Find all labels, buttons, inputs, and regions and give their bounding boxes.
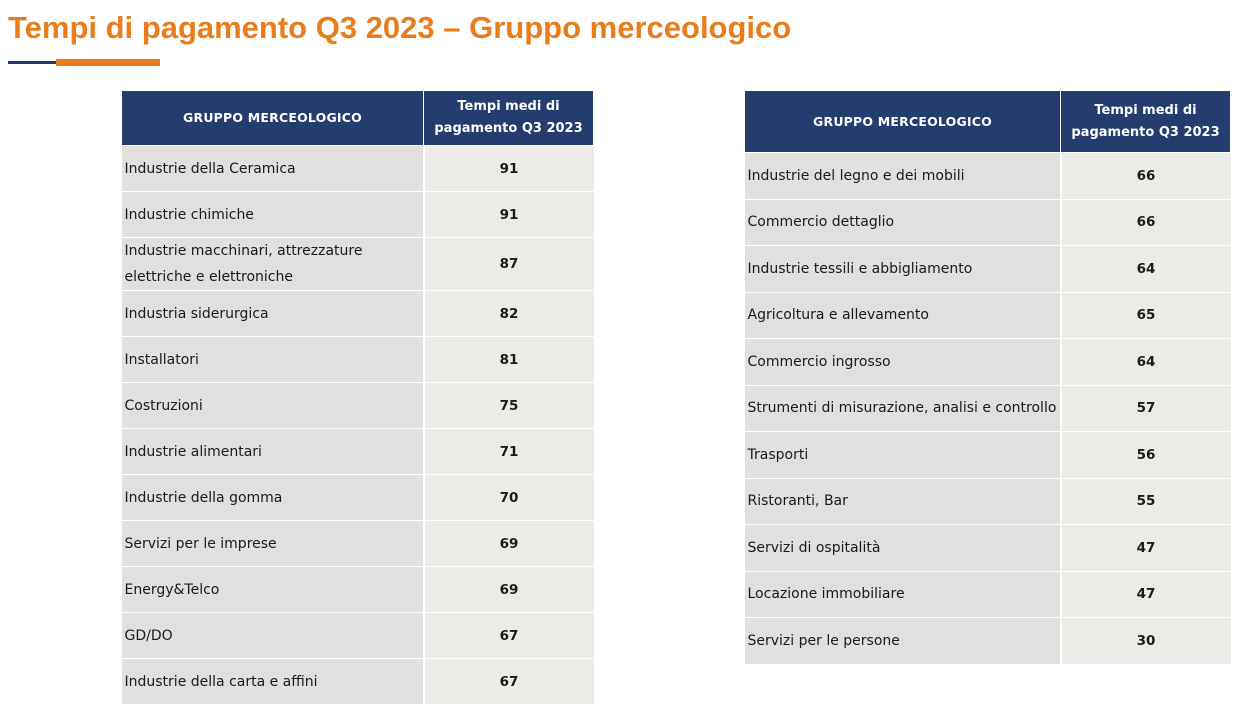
left-table-body: Industrie della Ceramica 91 Industrie chim…	[121, 145, 594, 705]
payment-days-value: 47	[1060, 570, 1231, 618]
payment-days-value: 82	[423, 290, 594, 337]
payment-days-value: 69	[423, 566, 594, 613]
sector-name: GD/DO	[121, 612, 425, 659]
table-row: Servizi di ospitalità 47	[744, 524, 1231, 572]
table-row: Strumenti di misurazione, analisi e cont…	[744, 384, 1231, 432]
sector-name: Servizi per le imprese	[121, 520, 425, 567]
table-row: Commercio dettaglio 66	[744, 198, 1231, 246]
title-underline-accent	[56, 59, 160, 66]
right-table-body: Industrie del legno e dei mobili 66 Commer…	[744, 152, 1231, 665]
sector-name: Strumenti di misurazione, analisi e cont…	[744, 384, 1062, 432]
payment-days-value: 69	[423, 520, 594, 567]
sector-name: Industrie della Ceramica	[121, 145, 425, 192]
payment-days-value: 70	[423, 474, 594, 521]
left-header-value: Tempi medi di pagamento Q3 2023	[423, 90, 594, 146]
table-row: Servizi per le persone 30	[744, 617, 1231, 665]
payment-days-value: 91	[423, 145, 594, 192]
payment-days-value: 67	[423, 658, 594, 705]
title-underline-dark	[8, 61, 56, 64]
payment-days-value: 55	[1060, 477, 1231, 525]
table-row: Industrie della gomma 70	[121, 474, 594, 521]
payment-days-value: 64	[1060, 338, 1231, 386]
right-table: GRUPPO MERCEOLOGICO Tempi medi di pagame…	[744, 90, 1231, 665]
table-row: Costruzioni 75	[121, 382, 594, 429]
payment-days-value: 66	[1060, 198, 1231, 246]
page-title: Tempi di pagamento Q3 2023 – Gruppo merc…	[8, 10, 792, 45]
payment-days-value: 57	[1060, 384, 1231, 432]
right-header-value: Tempi medi di pagamento Q3 2023	[1060, 90, 1231, 153]
right-table-header-row: GRUPPO MERCEOLOGICO Tempi medi di pagame…	[744, 90, 1231, 153]
payment-days-value: 75	[423, 382, 594, 429]
sector-name: Industrie tessili e abbigliamento	[744, 245, 1062, 293]
sector-name: Industrie della gomma	[121, 474, 425, 521]
table-row: Industrie alimentari 71	[121, 428, 594, 475]
table-row: Servizi per le imprese 69	[121, 520, 594, 567]
right-header-group: GRUPPO MERCEOLOGICO	[744, 90, 1061, 153]
table-row: Ristoranti, Bar 55	[744, 477, 1231, 525]
sector-name: Costruzioni	[121, 382, 425, 429]
sector-name: Trasporti	[744, 431, 1062, 479]
payment-days-value: 71	[423, 428, 594, 475]
sector-name: Commercio dettaglio	[744, 198, 1062, 246]
sector-name: Industrie macchinari, attrezzature elett…	[121, 237, 425, 291]
table-row: Industrie del legno e dei mobili 66	[744, 152, 1231, 200]
table-row: Energy&Telco 69	[121, 566, 594, 613]
sector-name: Industria siderurgica	[121, 290, 425, 337]
sector-name: Commercio ingrosso	[744, 338, 1062, 386]
payment-days-value: 47	[1060, 524, 1231, 572]
sector-name: Industrie chimiche	[121, 191, 425, 238]
table-row: Commercio ingrosso 64	[744, 338, 1231, 386]
payment-days-value: 64	[1060, 245, 1231, 293]
table-row: Industrie della Ceramica 91	[121, 145, 594, 192]
sector-name: Locazione immobiliare	[744, 570, 1062, 618]
table-row: GD/DO 67	[121, 612, 594, 659]
table-row: Locazione immobiliare 47	[744, 570, 1231, 618]
payment-days-value: 87	[423, 237, 594, 291]
left-table-header-row: GRUPPO MERCEOLOGICO Tempi medi di pagame…	[121, 90, 594, 146]
payment-days-value: 65	[1060, 291, 1231, 339]
table-row: Industrie chimiche 91	[121, 191, 594, 238]
table-row: Trasporti 56	[744, 431, 1231, 479]
sector-name: Installatori	[121, 336, 425, 383]
payment-days-value: 66	[1060, 152, 1231, 200]
table-row: Installatori 81	[121, 336, 594, 383]
table-row: Industrie macchinari, attrezzature elett…	[121, 237, 594, 291]
table-row: Industria siderurgica 82	[121, 290, 594, 337]
table-row: Industrie della carta e affini 67	[121, 658, 594, 705]
left-header-group: GRUPPO MERCEOLOGICO	[121, 90, 424, 146]
payment-days-value: 81	[423, 336, 594, 383]
sector-name: Servizi di ospitalità	[744, 524, 1062, 572]
payment-days-value: 67	[423, 612, 594, 659]
sector-name: Ristoranti, Bar	[744, 477, 1062, 525]
sector-name: Industrie del legno e dei mobili	[744, 152, 1062, 200]
sector-name: Industrie alimentari	[121, 428, 425, 475]
payment-days-value: 30	[1060, 617, 1231, 665]
sector-name: Industrie della carta e affini	[121, 658, 425, 705]
sector-name: Agricoltura e allevamento	[744, 291, 1062, 339]
payment-days-value: 56	[1060, 431, 1231, 479]
table-row: Agricoltura e allevamento 65	[744, 291, 1231, 339]
left-table: GRUPPO MERCEOLOGICO Tempi medi di pagame…	[121, 90, 594, 705]
sector-name: Energy&Telco	[121, 566, 425, 613]
table-row: Industrie tessili e abbigliamento 64	[744, 245, 1231, 293]
sector-name: Servizi per le persone	[744, 617, 1062, 665]
payment-days-value: 91	[423, 191, 594, 238]
